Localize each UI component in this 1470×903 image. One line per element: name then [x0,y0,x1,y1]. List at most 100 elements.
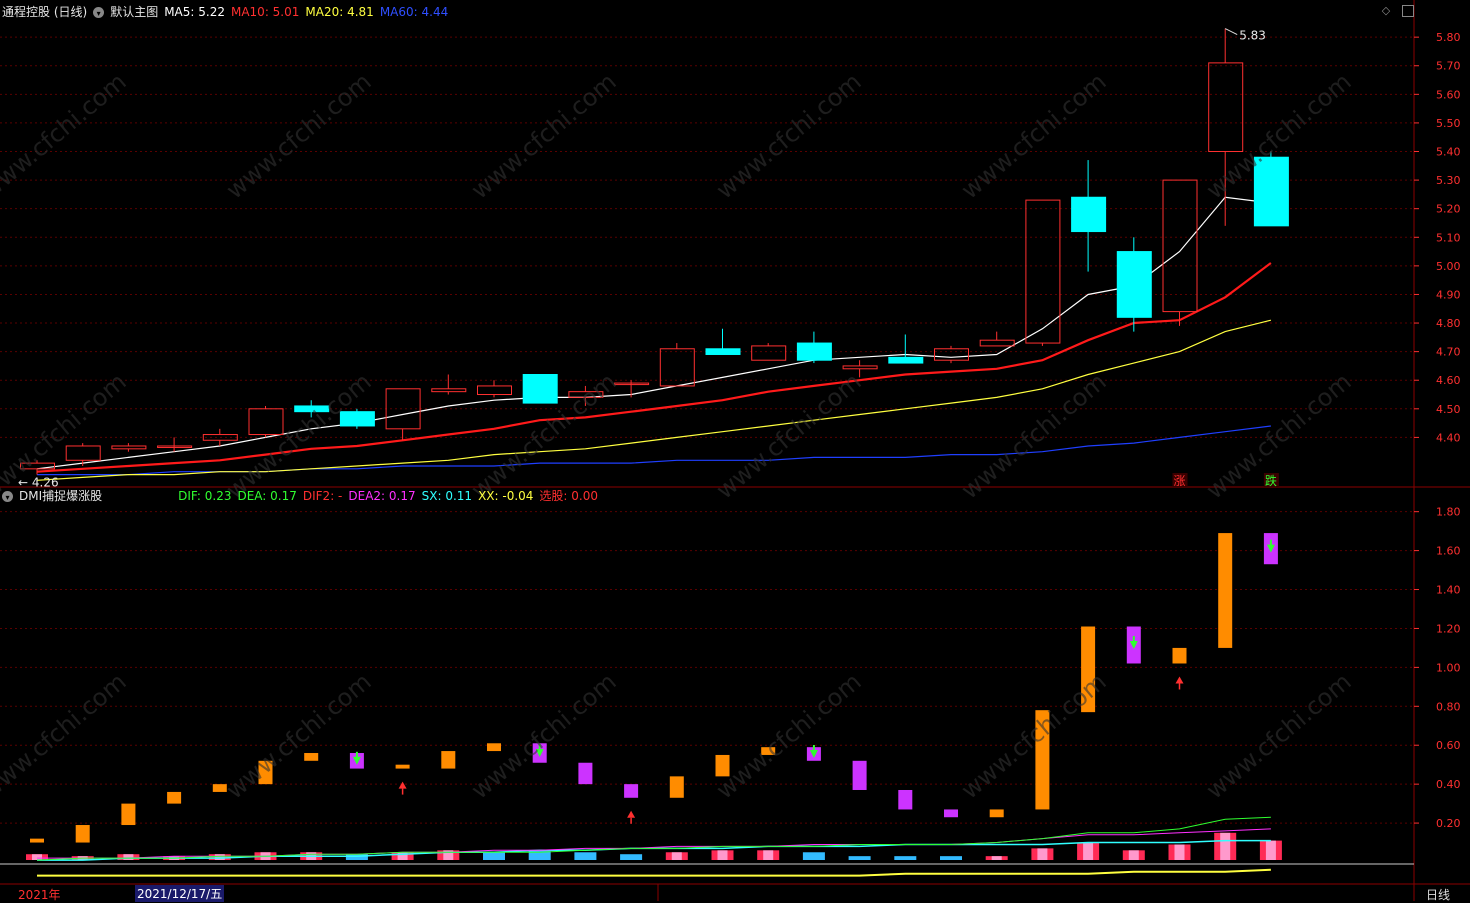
high-price-label: 5.83 [1239,29,1266,43]
indicator-tick-label: 0.60 [1436,739,1461,752]
stock-title[interactable]: 通程控股 (日线) [2,5,88,19]
dmi-block-magenta [852,760,867,790]
ma20-line [36,319,1272,481]
price-tick-label: 4.90 [1436,288,1461,301]
ma10-line [36,262,1272,473]
badge-up: 涨 [1174,473,1186,488]
candle-up [842,365,878,370]
price-tick-label: 4.50 [1436,403,1461,416]
price-tick-label: 4.60 [1436,374,1461,387]
candle-up [1162,179,1198,313]
main-chart-header: 通程控股 (日线) ▾ 默认主图 MA5: 5.22 MA10: 5.01 MA… [2,5,448,19]
dmi-block-orange [487,743,501,752]
candle-down [888,356,924,364]
price-tick-label: 5.00 [1436,260,1461,273]
candle-down [1071,196,1107,233]
price-tick-label: 5.60 [1436,88,1461,101]
candle-down [339,411,375,427]
badge-down: 跌 [1265,473,1277,488]
hist-bar-negative [528,850,551,860]
dmi-block-orange [1035,710,1050,810]
candle-up [568,391,604,398]
candle-down [1116,251,1152,318]
candle-up [477,385,512,396]
dmi-block-orange [715,754,730,777]
window-controls: ◇ [1380,5,1414,17]
price-tick-label: 5.30 [1436,174,1461,187]
watermark-text: www.cfchi.com [711,67,867,204]
dmi-block-magenta [898,789,913,810]
year-label: 2021年 [18,888,61,902]
hist-bar-highlight [1128,850,1139,860]
hist-bar-highlight [1265,840,1276,860]
xx-label: XX: -0.04 [478,489,534,503]
watermark-text: www.cfchi.com [1201,667,1357,804]
candle-up [751,345,787,361]
watermark-text: www.cfchi.com [956,367,1112,504]
candle-up [1208,62,1244,153]
high-pointer [1224,28,1238,36]
watermark-text: www.cfchi.com [221,67,377,204]
sell-arrow-icon [352,756,361,765]
window-toggle-icon[interactable] [1402,5,1414,17]
watermark-text: www.cfchi.com [466,67,622,204]
price-tick-label: 5.70 [1436,60,1461,73]
dmi-block-orange [258,760,273,785]
candle-down [522,374,558,404]
hist-bar-negative [345,854,368,860]
hist-bar-highlight [763,850,774,860]
candlesticks: 5.83 ← 4.26 涨 跌 [18,28,1289,490]
candle-up [202,434,238,441]
buy-arrow-icon [1175,676,1184,684]
date-cursor-label: 2021/12/17/五 [135,885,225,902]
price-tick-label: 5.80 [1436,31,1461,44]
candle-up [111,445,147,450]
indicator-tick-label: 1.60 [1436,545,1461,558]
dif-line [36,816,1271,861]
candle-down [1253,156,1289,227]
dmi-block-orange [304,753,319,761]
hist-bar-highlight [991,856,1002,860]
indicator-tick-label: 1.00 [1436,661,1461,674]
dif2-label: DIF2: - [302,489,343,503]
candle-up [20,462,55,470]
watermark-text: www.cfchi.com [466,667,622,804]
period-label[interactable]: 日线 [1426,888,1451,902]
hist-bar-highlight [1037,848,1048,860]
dmi-block-orange [761,747,776,755]
candle-up [614,382,650,386]
dmi-block-orange [30,838,44,843]
hist-bar-highlight [123,854,134,860]
template-label[interactable]: 默认主图 [110,5,159,19]
indicator-tick-label: 1.40 [1436,584,1461,597]
indicator-menu-icon[interactable]: ▾ [2,490,13,502]
badge-down-bg [1263,473,1279,487]
dropdown-icon[interactable]: ▾ [93,6,105,18]
watermark-text: www.cfchi.com [0,67,132,204]
indicator-title[interactable]: DMI捕捉爆涨股 [19,489,103,503]
candle-up [157,445,193,448]
sell-arrow-icon [1129,640,1138,649]
price-tick-label: 4.40 [1436,431,1461,444]
ma60-line [37,425,1271,476]
watermark-text: www.cfchi.com [221,367,377,504]
dea2-label: DEA2: 0.17 [348,489,416,503]
buy-arrow-icon [398,781,407,789]
watermark-text: www.cfchi.com [221,667,377,804]
hist-bar-highlight [1083,842,1094,860]
hist-bar-highlight [32,854,42,860]
hist-bar-highlight [443,850,454,860]
dea-label: DEA: 0.17 [237,489,297,503]
candle-up [248,408,284,436]
sx-label: SX: 0.11 [421,489,473,503]
diamond-icon[interactable]: ◇ [1381,4,1391,17]
dif-label: DIF: 0.23 [178,489,232,503]
sell-arrow-icon [535,749,544,758]
hist-bar-negative [802,852,825,860]
price-tick-label: 4.80 [1436,317,1461,330]
ma5-label: MA5: 5.22 [164,5,225,19]
dmi-indicator [26,533,1282,877]
hist-bar-highlight [1174,844,1185,860]
